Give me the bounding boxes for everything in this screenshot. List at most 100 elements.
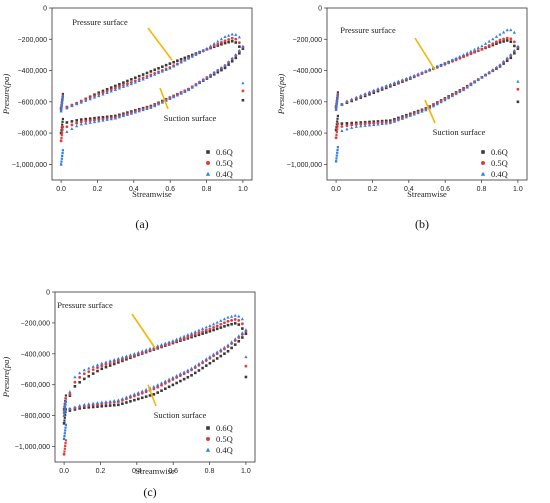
data-point xyxy=(234,37,238,41)
panel-label: (c) xyxy=(143,485,156,499)
data-point xyxy=(160,383,163,387)
data-point xyxy=(60,107,63,110)
data-point xyxy=(156,71,161,75)
data-point xyxy=(234,41,238,44)
data-point xyxy=(118,82,121,86)
data-point xyxy=(156,102,161,106)
data-point xyxy=(491,42,495,46)
data-point xyxy=(105,115,109,119)
data-point xyxy=(230,39,234,43)
data-point xyxy=(230,346,233,350)
data-point xyxy=(234,56,238,60)
data-point xyxy=(70,104,74,108)
data-point xyxy=(241,47,245,50)
data-point xyxy=(412,73,416,77)
data-point xyxy=(63,408,66,412)
data-point xyxy=(443,98,447,102)
data-point xyxy=(376,122,380,126)
data-point xyxy=(336,151,339,154)
data-point xyxy=(400,116,405,120)
data-point xyxy=(516,44,520,48)
data-point xyxy=(186,333,190,336)
data-point xyxy=(211,322,216,326)
plot-frame xyxy=(54,291,256,463)
data-point xyxy=(336,94,340,97)
data-point xyxy=(204,364,208,367)
data-point xyxy=(208,327,212,331)
data-point xyxy=(241,44,245,48)
data-point xyxy=(227,40,230,44)
data-point xyxy=(233,313,237,317)
data-point xyxy=(109,117,113,121)
data-point xyxy=(509,40,513,44)
data-point xyxy=(223,66,227,70)
data-point xyxy=(230,340,234,344)
data-point xyxy=(124,354,129,358)
data-point xyxy=(61,92,65,96)
data-point xyxy=(408,114,412,117)
data-point xyxy=(340,129,344,133)
data-point xyxy=(483,73,488,77)
y-tick-label: 0 xyxy=(318,6,322,13)
data-point xyxy=(469,49,473,53)
chart-panel-a: 0.0 0.2 0.4 0.6 0.8 1.0 0 −200,000 −400,000 −600,… xyxy=(0,0,275,245)
data-point xyxy=(494,35,499,38)
data-point xyxy=(495,40,498,44)
data-point xyxy=(116,356,120,360)
data-point xyxy=(73,375,77,379)
data-point xyxy=(505,39,509,42)
data-point xyxy=(84,119,88,123)
data-point xyxy=(145,107,149,110)
data-point xyxy=(461,88,466,92)
data-point xyxy=(396,118,401,122)
x-axis-title: Streamwise xyxy=(407,189,447,199)
data-point xyxy=(121,359,124,363)
data-point xyxy=(212,71,216,75)
data-point xyxy=(121,85,126,89)
data-point xyxy=(82,372,86,376)
data-point xyxy=(59,163,63,166)
plot-frame xyxy=(51,7,253,181)
data-point xyxy=(178,372,182,376)
data-point xyxy=(376,120,380,123)
data-point xyxy=(237,41,241,45)
data-point xyxy=(163,381,167,385)
data-point xyxy=(476,78,480,82)
data-point xyxy=(114,114,117,118)
data-point xyxy=(60,157,63,160)
data-point xyxy=(197,369,201,372)
data-point xyxy=(82,377,86,381)
data-point xyxy=(345,127,349,131)
y-tick-label: −600,000 xyxy=(293,99,322,106)
data-point xyxy=(227,38,231,41)
legend-label: 0.6Q xyxy=(216,147,233,157)
data-point xyxy=(372,91,376,95)
data-point xyxy=(439,63,443,67)
data-point xyxy=(61,149,65,152)
data-point xyxy=(78,371,82,375)
data-point xyxy=(97,94,101,98)
data-point xyxy=(194,52,198,56)
data-point xyxy=(513,51,516,55)
data-point xyxy=(223,39,227,43)
data-point xyxy=(212,328,215,332)
data-point xyxy=(336,117,339,120)
x-axis-title: Streamwise xyxy=(135,466,175,476)
data-point xyxy=(60,104,63,107)
data-point xyxy=(129,400,132,403)
y-tick-label: −800,000 xyxy=(293,131,322,138)
data-point xyxy=(473,47,477,51)
data-point xyxy=(498,41,502,44)
data-point xyxy=(172,64,176,68)
data-point xyxy=(336,125,339,128)
data-point xyxy=(505,59,509,63)
data-point xyxy=(82,368,86,372)
data-point xyxy=(244,328,248,332)
data-point xyxy=(182,377,186,381)
data-point xyxy=(226,323,230,327)
x-tick-label: 0.2 xyxy=(368,186,378,193)
data-point xyxy=(223,41,227,45)
data-point xyxy=(95,401,100,405)
data-point xyxy=(159,381,164,385)
data-point xyxy=(215,324,219,328)
